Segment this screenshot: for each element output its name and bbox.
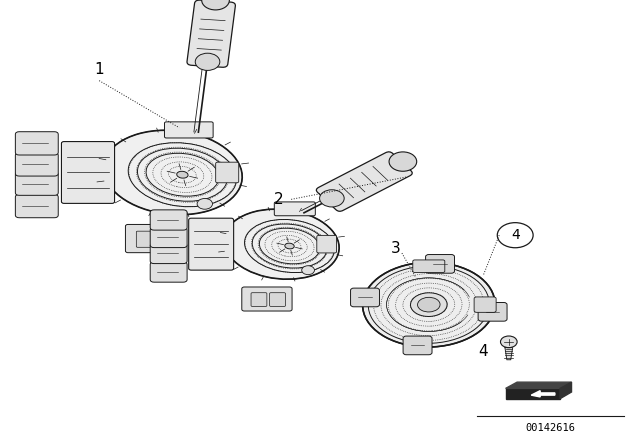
Ellipse shape <box>177 171 188 178</box>
FancyBboxPatch shape <box>150 227 187 248</box>
Polygon shape <box>505 348 513 360</box>
FancyBboxPatch shape <box>269 293 285 306</box>
FancyBboxPatch shape <box>216 162 239 183</box>
Circle shape <box>389 152 417 171</box>
FancyBboxPatch shape <box>150 243 187 263</box>
Ellipse shape <box>363 262 495 347</box>
Ellipse shape <box>285 243 294 249</box>
FancyBboxPatch shape <box>426 254 454 273</box>
Circle shape <box>301 266 314 275</box>
FancyBboxPatch shape <box>15 153 58 176</box>
FancyBboxPatch shape <box>275 202 316 216</box>
Text: 4: 4 <box>511 228 520 242</box>
FancyBboxPatch shape <box>187 0 236 67</box>
Circle shape <box>500 336 517 348</box>
FancyBboxPatch shape <box>251 293 267 306</box>
Polygon shape <box>531 391 555 397</box>
Circle shape <box>197 198 212 209</box>
FancyBboxPatch shape <box>150 262 187 282</box>
Polygon shape <box>560 382 572 399</box>
Text: 4: 4 <box>478 344 488 359</box>
FancyBboxPatch shape <box>15 132 58 155</box>
FancyBboxPatch shape <box>189 218 234 270</box>
FancyBboxPatch shape <box>351 288 380 307</box>
FancyBboxPatch shape <box>164 122 213 138</box>
Text: 1: 1 <box>94 62 104 77</box>
FancyBboxPatch shape <box>150 210 187 230</box>
Circle shape <box>319 190 344 207</box>
FancyBboxPatch shape <box>125 224 185 253</box>
FancyBboxPatch shape <box>15 172 58 195</box>
FancyBboxPatch shape <box>403 336 432 355</box>
FancyBboxPatch shape <box>478 302 507 321</box>
Circle shape <box>195 53 220 70</box>
Text: 00142616: 00142616 <box>525 423 575 433</box>
Polygon shape <box>506 382 572 388</box>
Ellipse shape <box>410 293 447 316</box>
FancyBboxPatch shape <box>317 235 337 253</box>
FancyBboxPatch shape <box>15 194 58 218</box>
FancyBboxPatch shape <box>159 231 177 247</box>
Ellipse shape <box>103 129 243 216</box>
FancyBboxPatch shape <box>61 142 115 203</box>
Ellipse shape <box>417 297 440 312</box>
Polygon shape <box>506 388 560 399</box>
Circle shape <box>202 0 229 10</box>
FancyBboxPatch shape <box>474 297 496 312</box>
Text: 2: 2 <box>273 192 284 207</box>
FancyBboxPatch shape <box>242 287 292 311</box>
FancyBboxPatch shape <box>413 260 445 272</box>
FancyBboxPatch shape <box>136 231 155 247</box>
Text: 3: 3 <box>390 241 401 256</box>
FancyBboxPatch shape <box>316 152 412 211</box>
Ellipse shape <box>224 208 339 280</box>
